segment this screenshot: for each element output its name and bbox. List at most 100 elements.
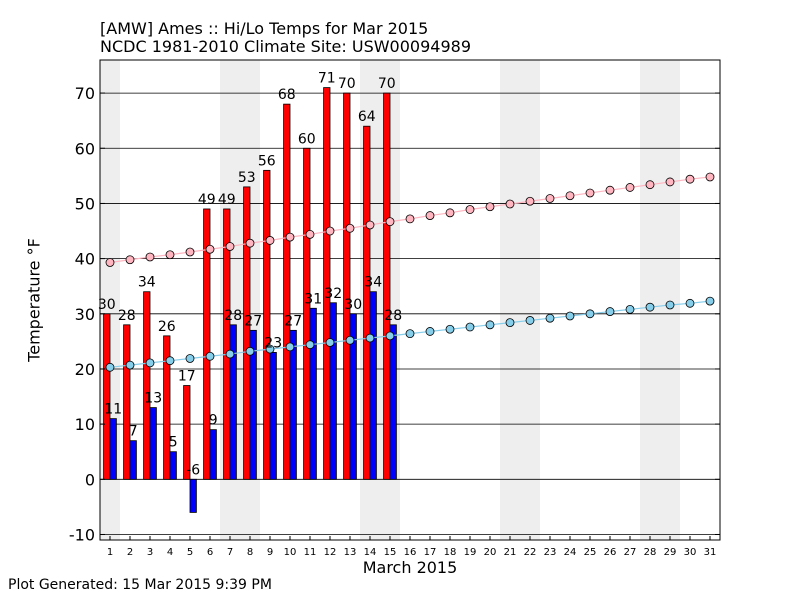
low-temp-bar bbox=[149, 407, 157, 480]
climate-low-point bbox=[525, 316, 535, 325]
high-temp-bar bbox=[323, 87, 331, 480]
x-tick-label: 5 bbox=[187, 547, 193, 558]
climate-low-point bbox=[565, 311, 575, 321]
climate-low-point bbox=[385, 331, 395, 341]
weekend-band bbox=[500, 60, 520, 540]
low-value-label: 5 bbox=[169, 435, 178, 451]
low-value-label: 27 bbox=[284, 313, 302, 329]
climate-low-point bbox=[585, 309, 595, 319]
chart-title: [AMW] Ames :: Hi/Lo Temps for Mar 2015 bbox=[100, 19, 429, 38]
x-tick-label: 31 bbox=[704, 547, 717, 558]
x-tick-label: 23 bbox=[544, 547, 557, 558]
low-value-label: 30 bbox=[344, 297, 362, 313]
climate-low-point bbox=[425, 327, 435, 336]
x-tick-label: 15 bbox=[384, 547, 397, 558]
climate-high-point bbox=[325, 226, 335, 236]
climate-low-point bbox=[145, 358, 155, 368]
x-tick-label: 4 bbox=[167, 547, 173, 558]
high-temp-bar bbox=[183, 385, 191, 480]
weekend-band bbox=[660, 60, 680, 540]
high-value-label: 71 bbox=[318, 71, 336, 87]
high-temp-bar bbox=[163, 335, 171, 480]
x-tick-label: 29 bbox=[664, 547, 677, 558]
high-value-label: 49 bbox=[218, 192, 236, 208]
high-value-label: 68 bbox=[278, 87, 296, 103]
climate-low-point bbox=[185, 354, 195, 363]
low-temp-bar bbox=[269, 352, 277, 480]
low-temp-bar bbox=[229, 324, 237, 480]
climate-high-point bbox=[485, 202, 495, 212]
climate-high-point bbox=[525, 196, 535, 206]
high-value-label: 28 bbox=[118, 308, 136, 324]
climate-high-point bbox=[545, 194, 555, 203]
climate-high-point bbox=[185, 247, 195, 257]
x-tick-label: 14 bbox=[364, 547, 377, 558]
y-tick-label: 40 bbox=[75, 250, 95, 269]
climate-low-point bbox=[445, 324, 455, 334]
climate-low-point bbox=[245, 346, 255, 356]
low-value-label: 9 bbox=[209, 413, 218, 429]
climate-low-point bbox=[345, 335, 355, 345]
low-value-label: -6 bbox=[186, 462, 200, 478]
x-tick-label: 18 bbox=[444, 547, 457, 558]
climate-high-point bbox=[405, 214, 415, 224]
climate-high-point bbox=[585, 188, 595, 198]
climate-lines bbox=[105, 172, 715, 372]
climate-high-point bbox=[605, 185, 615, 195]
x-tick-label: 28 bbox=[644, 547, 657, 558]
x-tick-label: 1 bbox=[107, 547, 113, 558]
climate-low-point bbox=[505, 318, 515, 328]
climate-low-point bbox=[485, 320, 495, 330]
x-tick-label: 17 bbox=[424, 547, 437, 558]
climate-high-point bbox=[265, 236, 275, 245]
chart-subtitle: NCDC 1981-2010 Climate Site: USW00094989 bbox=[100, 37, 471, 56]
climate-high-point bbox=[305, 229, 315, 239]
climate-low-point bbox=[645, 302, 655, 312]
climate-low-point bbox=[265, 344, 275, 354]
low-value-label: 28 bbox=[384, 308, 402, 324]
low-value-label: 27 bbox=[244, 313, 262, 329]
climate-high-point bbox=[145, 252, 155, 262]
climate-high-point bbox=[385, 217, 395, 227]
x-tick-label: 8 bbox=[247, 547, 253, 558]
high-temp-bar bbox=[343, 92, 351, 480]
low-temp-bar bbox=[209, 429, 217, 480]
low-value-label: 34 bbox=[364, 275, 382, 291]
high-temp-bar bbox=[123, 324, 131, 480]
x-tick-label: 7 bbox=[227, 547, 233, 558]
low-value-label: 11 bbox=[104, 402, 122, 418]
low-temp-bar bbox=[129, 440, 137, 480]
climate-low-point bbox=[125, 360, 135, 370]
climate-low-point bbox=[545, 313, 555, 323]
high-value-label: 56 bbox=[258, 153, 276, 169]
high-temp-bar bbox=[243, 186, 251, 480]
high-value-label: 34 bbox=[138, 275, 156, 291]
low-temp-bar bbox=[249, 329, 257, 480]
climate-high-point bbox=[245, 238, 255, 248]
climate-high-point bbox=[705, 172, 715, 182]
y-tick-label: 50 bbox=[75, 194, 95, 213]
x-tick-label: 3 bbox=[147, 547, 153, 558]
y-tick-label: -10 bbox=[69, 525, 95, 544]
high-value-label: 70 bbox=[338, 76, 356, 92]
x-tick-label: 9 bbox=[267, 547, 273, 558]
climate-low-point bbox=[105, 362, 115, 372]
low-temp-bar bbox=[109, 418, 117, 480]
climate-high-point bbox=[225, 242, 235, 251]
low-value-label: 7 bbox=[129, 424, 138, 440]
low-temp-bar bbox=[329, 302, 337, 480]
high-temp-bar bbox=[383, 92, 391, 480]
climate-low-point bbox=[165, 356, 175, 366]
climate-low-point bbox=[405, 329, 415, 339]
x-tick-label: 2 bbox=[127, 547, 133, 558]
climate-high-point bbox=[165, 250, 175, 260]
low-temp-bar bbox=[389, 324, 397, 480]
low-value-label: 13 bbox=[144, 391, 162, 407]
high-value-label: 70 bbox=[378, 76, 396, 92]
climate-low-point bbox=[685, 298, 695, 308]
climate-high-point bbox=[625, 183, 635, 192]
x-tick-label: 26 bbox=[604, 547, 617, 558]
climate-high-point bbox=[685, 174, 695, 184]
